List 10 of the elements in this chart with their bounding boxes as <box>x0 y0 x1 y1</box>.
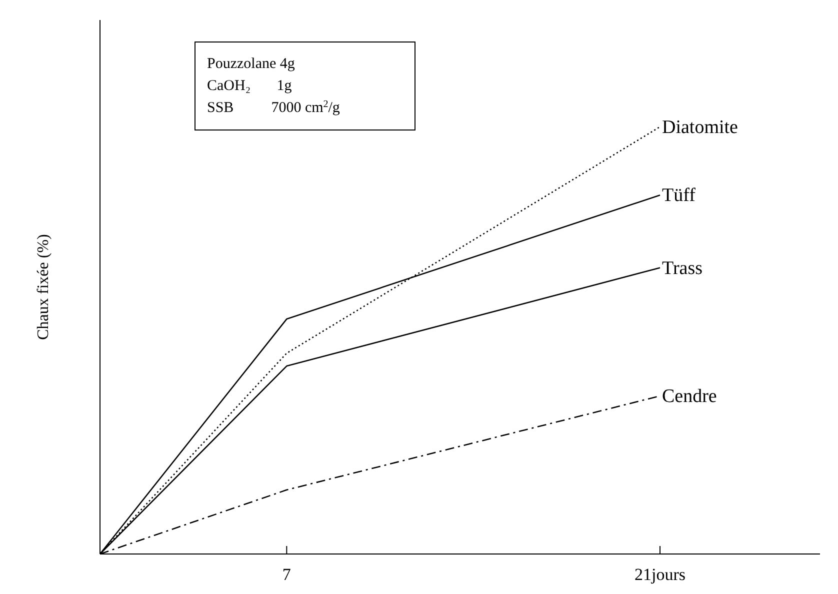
series-label: Diatomite <box>662 116 738 138</box>
series-label: Tüff <box>662 185 696 206</box>
x-tick-label: 21jours <box>634 565 686 584</box>
text: Pouzzolane 4g <box>207 56 296 72</box>
text: CaOH₂ 1g <box>207 78 292 94</box>
y-axis-title: Chaux fixée (%) <box>35 234 52 340</box>
series-label: Cendre <box>662 386 717 407</box>
x-tick-label: 7 <box>282 565 292 584</box>
text: SSB 7000 cm$^{2}$/g <box>207 98 340 116</box>
series-label: Trass <box>662 258 702 279</box>
